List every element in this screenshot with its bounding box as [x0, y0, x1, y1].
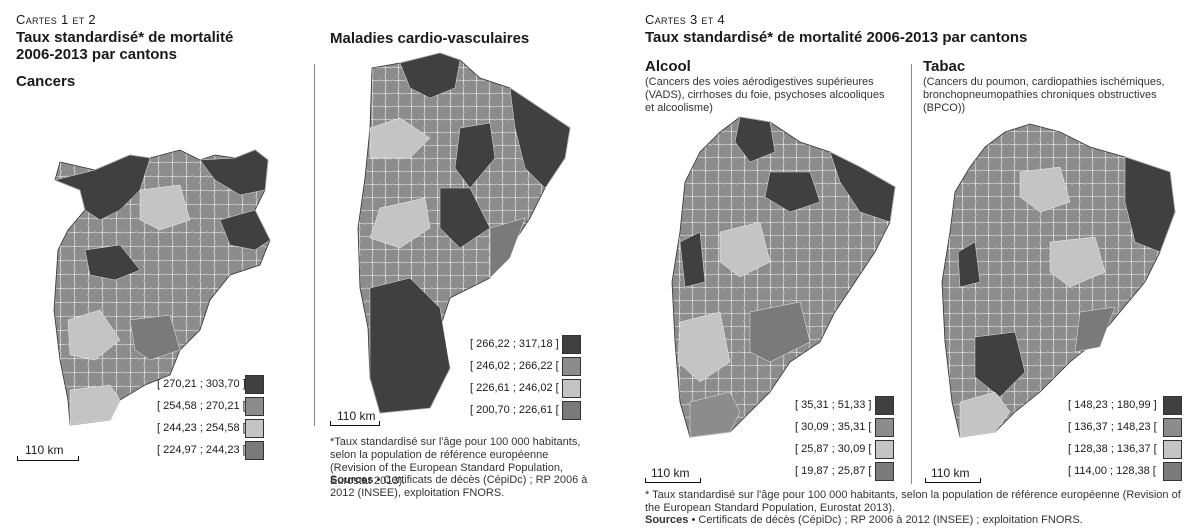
- map3-description: (Cancers des voies aérodigestives supéri…: [645, 76, 885, 114]
- scale-label-1: 110 km: [25, 443, 64, 457]
- scale-bar-2: [330, 421, 380, 426]
- legend-tabac-1: [ 148,23 ; 180,99 ]: [1068, 396, 1186, 416]
- legend-tabac-3: [ 128,38 ; 136,37 [: [1068, 440, 1186, 460]
- legend-swatch: [875, 418, 894, 437]
- legend-cancers-2: [ 254,58 ; 270,21 [: [157, 397, 267, 417]
- legend-tabac-2: [ 136,37 ; 148,23 [: [1068, 418, 1186, 438]
- scale-label-4: 110 km: [931, 466, 970, 480]
- legend-cardio-4: [ 200,70 ; 226,61 [: [470, 401, 581, 421]
- legend-swatch: [1163, 462, 1182, 481]
- legend-cancers-1: [ 270,21 ; 303,70 ]: [157, 375, 267, 395]
- right-divider: [911, 64, 912, 484]
- legend-swatch: [562, 335, 581, 354]
- map1-subtitle: Cancers: [16, 73, 76, 90]
- legend-swatch: [1163, 396, 1182, 415]
- legend-swatch: [245, 375, 264, 394]
- legend-swatch: [245, 419, 264, 438]
- map-cancers: [53, 149, 271, 426]
- legend-cancers-4: [ 224,97 ; 244,23 [: [157, 441, 267, 461]
- scale-bar-1: [17, 456, 79, 461]
- right-title: Taux standardisé* de mortalité 2006-2013…: [645, 29, 1028, 46]
- left-sources: Sources • Certificats de décès (CépiDc) …: [330, 474, 588, 499]
- right-sources: Sources • Certificats de décès (CépiDc) …: [645, 514, 1083, 526]
- legend-swatch: [562, 357, 581, 376]
- legend-swatch: [1163, 418, 1182, 437]
- scale-bar-3: [645, 478, 701, 483]
- map-alcool: [671, 116, 896, 438]
- legend-cardio-3: [ 226,61 ; 246,02 [: [470, 379, 581, 399]
- legend-cardio-2: [ 246,02 ; 266,22 [: [470, 357, 581, 377]
- legend-swatch: [562, 401, 581, 420]
- legend-swatch: [245, 397, 264, 416]
- left-overline: Cartes 1 et 2: [16, 12, 96, 27]
- legend-cancers-3: [ 244,23 ; 254,58 [: [157, 419, 267, 439]
- scale-label-3: 110 km: [651, 466, 690, 480]
- right-footnote: * Taux standardisé sur l'âge pour 100 00…: [645, 489, 1181, 514]
- scale-label-2: 110 km: [337, 409, 376, 423]
- left-footnote: *Taux standardisé sur l'âge pour 100 000…: [330, 436, 581, 487]
- left-title: Taux standardisé* de mortalité 2006-2013…: [16, 29, 234, 63]
- legend-cardio-1: [ 266,22 ; 317,18 ]: [470, 335, 581, 355]
- map3-subtitle: Alcool: [645, 58, 691, 75]
- legend-alcool-1: [ 35,31 ; 51,33 ]: [795, 396, 900, 416]
- right-overline: Cartes 3 et 4: [645, 12, 725, 27]
- map4-subtitle: Tabac: [923, 58, 966, 75]
- legend-alcool-2: [ 30,09 ; 35,31 [: [795, 418, 900, 438]
- map-cardio: [357, 52, 571, 414]
- legend-swatch: [875, 462, 894, 481]
- legend-alcool-3: [ 25,87 ; 30,09 [: [795, 440, 900, 460]
- legend-tabac-4: [ 114,00 ; 128,38 [: [1068, 462, 1186, 482]
- legend-swatch: [1163, 440, 1182, 459]
- legend-swatch: [875, 396, 894, 415]
- left-divider: [314, 64, 315, 426]
- legend-swatch: [562, 379, 581, 398]
- legend-alcool-4: [ 19,87 ; 25,87 [: [795, 462, 900, 482]
- map4-description: (Cancers du poumon, cardiopathies ischém…: [923, 76, 1165, 114]
- map2-subtitle: Maladies cardio-vasculaires: [330, 30, 530, 47]
- legend-swatch: [245, 441, 264, 460]
- map-tabac: [941, 123, 1176, 438]
- scale-bar-4: [925, 478, 981, 483]
- legend-swatch: [875, 440, 894, 459]
